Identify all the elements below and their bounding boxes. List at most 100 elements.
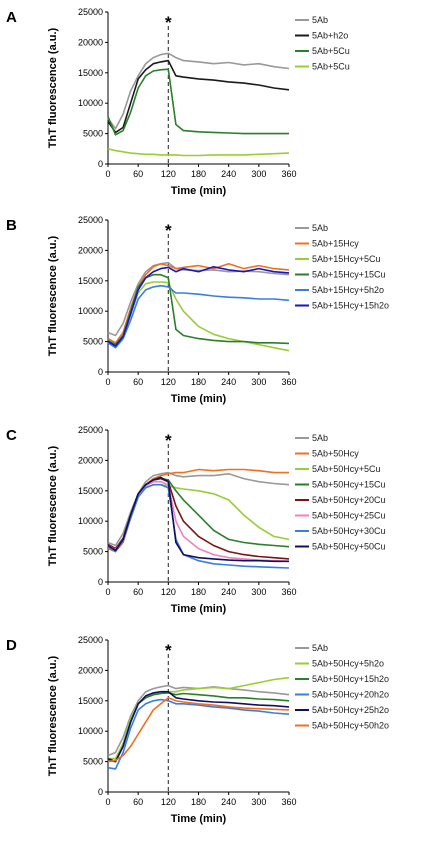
series-line (107, 262, 290, 344)
annotation-star: * (165, 221, 172, 240)
y-tick-label: 25000 (78, 635, 103, 645)
legend-entry: 5Ab+50Hcy+15Cu (312, 480, 386, 490)
series-line (107, 483, 290, 552)
y-tick-label: 15000 (78, 696, 103, 706)
y-tick-label: 25000 (78, 425, 103, 435)
annotation-star: * (165, 13, 172, 32)
series-line (107, 684, 290, 757)
y-tick-label: 10000 (78, 726, 103, 736)
x-tick-label: 60 (133, 169, 143, 179)
y-tick-label: 25000 (78, 215, 103, 225)
chart-panel-c: C 0 5000 10000 15000 20000 25000 0 60 120 180 240 30… (6, 425, 386, 615)
x-axis-title: Time (min) (171, 185, 227, 197)
series-line (107, 477, 290, 552)
y-tick-label: 20000 (78, 245, 103, 255)
y-tick-label: 10000 (78, 306, 103, 316)
y-tick-label: 5000 (83, 757, 103, 767)
x-axis-title: Time (min) (171, 603, 227, 615)
x-tick-label: 360 (281, 587, 296, 597)
legend-entry: 5Ab+15Hcy+15h2o (312, 301, 389, 311)
x-tick-label: 360 (281, 797, 296, 807)
x-tick-label: 0 (105, 377, 110, 387)
y-tick-label: 20000 (78, 37, 103, 47)
x-tick-label: 180 (191, 377, 206, 387)
chart-panel-a: A 0 5000 10000 15000 20000 25000 0 60 120 180 240 30… (6, 7, 350, 197)
series-line (107, 698, 290, 770)
legend-entry: 5Ab+50Hcy+30Cu (312, 526, 386, 536)
x-tick-label: 60 (133, 797, 143, 807)
y-tick-label: 0 (98, 159, 103, 169)
x-tick-label: 300 (251, 169, 266, 179)
panel-letter: C (6, 427, 17, 444)
legend-entry: 5Ab+50Hcy+20Cu (312, 495, 386, 505)
legend-entry: 5Ab (312, 223, 328, 233)
legend-entry: 5Ab+50Hcy+25Cu (312, 511, 386, 521)
series-line (107, 480, 290, 563)
y-tick-label: 10000 (78, 516, 103, 526)
y-tick-label: 15000 (78, 276, 103, 286)
y-tick-label: 15000 (78, 68, 103, 78)
y-tick-label: 25000 (78, 7, 103, 17)
x-tick-label: 120 (161, 797, 176, 807)
x-tick-label: 360 (281, 169, 296, 179)
y-tick-label: 5000 (83, 129, 103, 139)
legend-entry: 5Ab+50Hcy+50Cu (312, 542, 386, 552)
y-tick-label: 0 (98, 787, 103, 797)
x-tick-label: 180 (191, 587, 206, 597)
x-tick-label: 0 (105, 797, 110, 807)
y-axis-title: ThT fluorescence (a.u.) (47, 655, 59, 776)
y-tick-label: 20000 (78, 665, 103, 675)
series-line (107, 696, 290, 763)
x-tick-label: 240 (221, 169, 236, 179)
chart-panel-b: B 0 5000 10000 15000 20000 25000 0 60 120 180 240 30… (6, 215, 389, 405)
y-tick-label: 20000 (78, 455, 103, 465)
legend-entry: 5Ab+50Hcy+15h2o (312, 674, 389, 684)
annotation-star: * (165, 431, 172, 450)
legend-entry: 5Ab+50Hcy (312, 449, 359, 459)
legend-entry: 5Ab+5Cu (312, 62, 350, 72)
x-tick-label: 120 (161, 377, 176, 387)
series-line (107, 483, 290, 569)
x-axis-title: Time (min) (171, 813, 227, 825)
x-tick-label: 0 (105, 587, 110, 597)
legend-entry: 5Ab+h2o (312, 31, 348, 41)
series-line (107, 284, 290, 349)
series-line (108, 676, 290, 760)
legend-entry: 5Ab+50Hcy+50h2o (312, 721, 389, 731)
y-tick-label: 15000 (78, 486, 103, 496)
legend-entry: 5Ab+15Hcy+15Cu (312, 270, 386, 280)
y-tick-label: 10000 (78, 98, 103, 108)
x-tick-label: 360 (281, 377, 296, 387)
series-line (107, 52, 290, 130)
series-line (107, 68, 289, 136)
x-tick-label: 60 (133, 377, 143, 387)
x-tick-label: 300 (251, 797, 266, 807)
x-tick-label: 240 (221, 797, 236, 807)
panel-letter: D (6, 637, 17, 654)
legend-entry: 5Ab+50Hcy+20h2o (312, 690, 389, 700)
y-tick-label: 5000 (83, 337, 103, 347)
y-axis-title: ThT fluorescence (a.u.) (47, 27, 59, 148)
y-axis-title: ThT fluorescence (a.u.) (47, 445, 59, 566)
chart-panel-d: D 0 5000 10000 15000 20000 25000 0 60 120 180 240 30… (6, 635, 389, 825)
x-tick-label: 300 (251, 587, 266, 597)
legend-entry: 5Ab+15Hcy+5h2o (312, 285, 384, 295)
y-axis-title: ThT fluorescence (a.u.) (47, 235, 59, 356)
x-tick-label: 240 (221, 377, 236, 387)
panel-letter: A (6, 9, 17, 26)
x-tick-label: 120 (161, 587, 176, 597)
legend-entry: 5Ab+50Hcy+5h2o (312, 659, 384, 669)
legend-entry: 5Ab+15Hcy (312, 239, 359, 249)
series-line (107, 265, 290, 347)
series-line (107, 273, 290, 346)
series-line (107, 476, 289, 563)
x-tick-label: 120 (161, 169, 176, 179)
series-line (107, 59, 290, 134)
x-tick-label: 180 (191, 169, 206, 179)
y-tick-label: 5000 (83, 547, 103, 557)
legend-entry: 5Ab (312, 15, 328, 25)
legend-entry: 5Ab+50Hcy+25h2o (312, 705, 389, 715)
panel-letter: B (6, 217, 17, 234)
y-tick-label: 0 (98, 577, 103, 587)
annotation-star: * (165, 641, 172, 660)
